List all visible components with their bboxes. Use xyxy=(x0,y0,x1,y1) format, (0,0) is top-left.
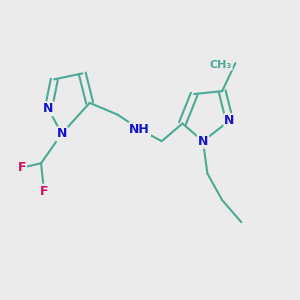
Text: N: N xyxy=(43,102,54,115)
Text: N: N xyxy=(224,114,235,127)
Text: F: F xyxy=(40,185,48,198)
Text: N: N xyxy=(198,135,208,148)
Text: CH₃: CH₃ xyxy=(209,60,232,70)
Text: NH: NH xyxy=(129,123,150,136)
Text: F: F xyxy=(18,161,26,174)
Text: N: N xyxy=(56,127,67,140)
